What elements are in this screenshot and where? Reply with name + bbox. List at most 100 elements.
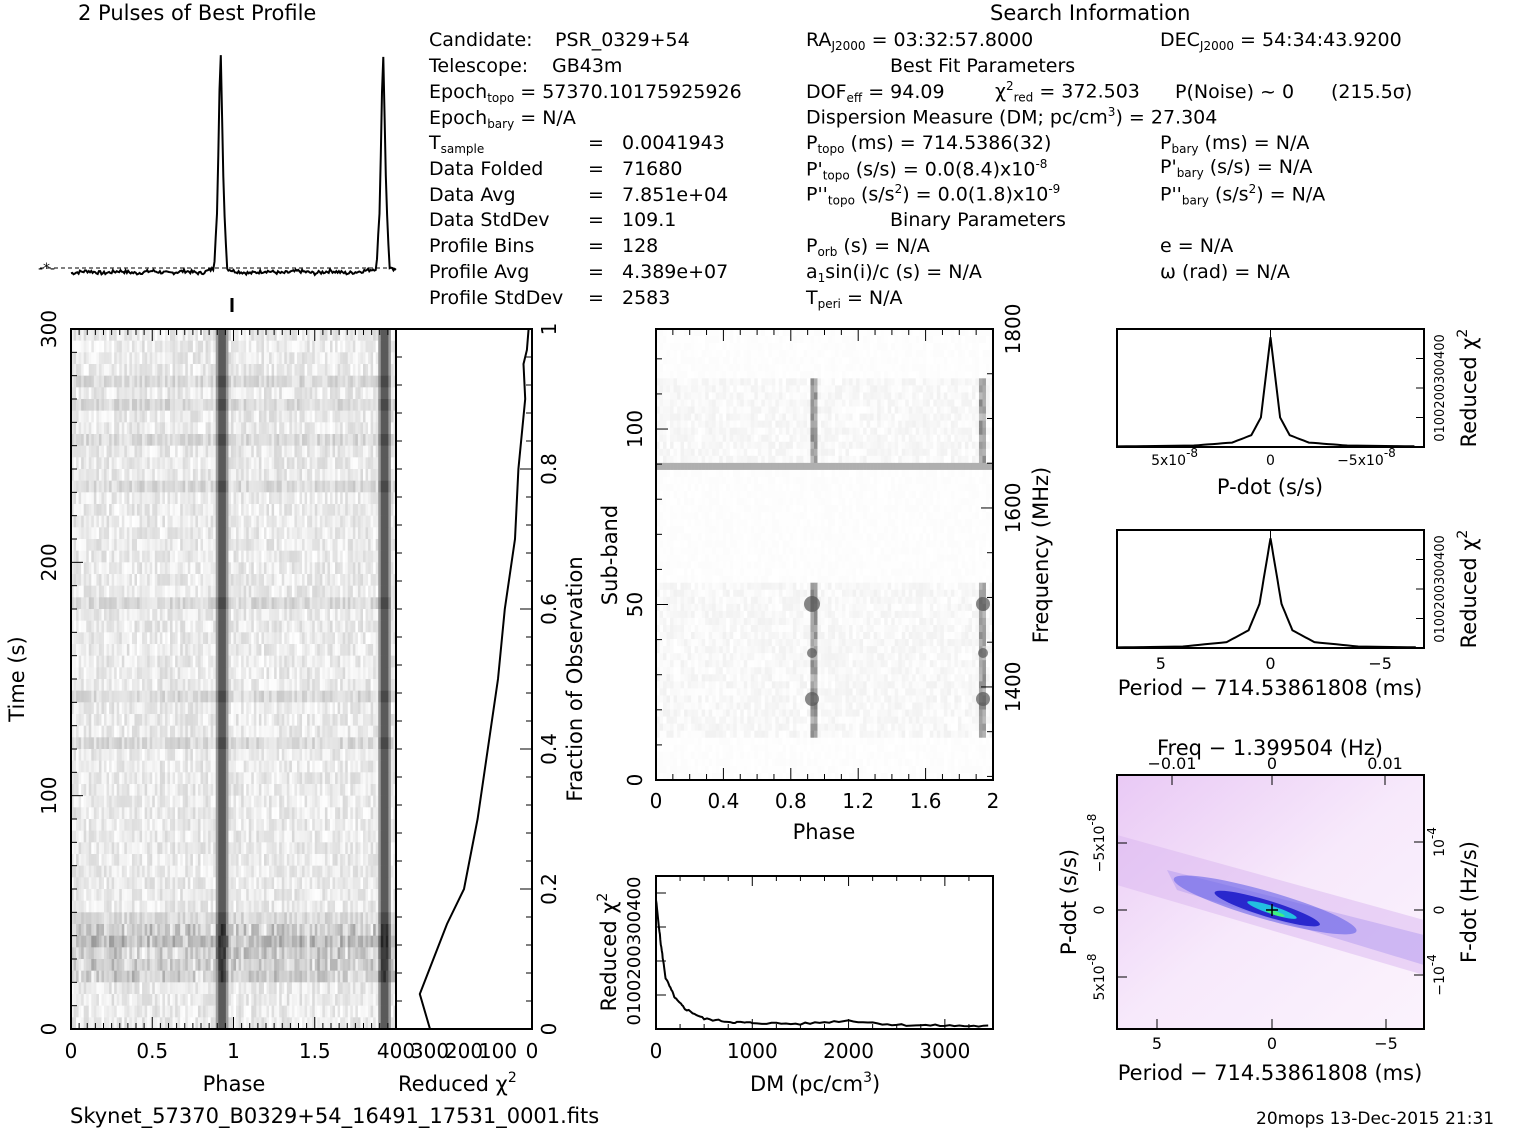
heat-cell [96,667,100,680]
heat-cell [342,655,346,668]
heat-cell [190,655,194,668]
heat-cell [261,445,265,458]
heat-cell [190,725,194,738]
heat-cell [175,667,178,680]
heat-cell [347,375,351,388]
heat-cell [236,422,239,435]
heat-cell [195,399,199,411]
heat-cell [340,492,343,505]
heat-cell [208,714,211,726]
heat-cell [352,597,356,610]
heat-cell [106,480,110,493]
heat-cell [368,609,371,621]
heat-cell [106,760,110,773]
heat-cell [71,597,74,610]
heat-cell [185,597,189,610]
heat-cell [190,527,194,540]
heat-cell [101,679,105,691]
heat-cell [159,469,163,481]
heat-cell [197,620,201,633]
heat-cell [205,655,209,668]
heat-cell [238,445,242,458]
heat-cell [86,399,90,411]
heat-cell [281,690,285,703]
heat-cell [101,772,105,785]
heat-cell [233,329,237,341]
heat-cell [276,375,280,388]
heat-cell [86,632,90,645]
heat-cell [109,492,112,505]
heat-cell [119,562,123,575]
heat-cell [225,329,229,341]
heat-cell [317,410,321,423]
heat-cell [154,574,158,586]
heat-cell [157,690,161,703]
heat-cell [98,422,102,435]
heat-cell [261,375,265,388]
heat-cell [296,469,300,481]
heat-cell [149,445,153,458]
heat-cell [236,539,239,551]
heat-cell [230,620,234,633]
heat-cell [345,714,349,726]
heat-cell [324,480,328,493]
heat-cell [352,574,356,586]
heat-cell [296,434,300,446]
heat-cell [83,445,87,458]
heat-cell [241,352,244,365]
heat-cell [137,387,140,400]
heat-cell [365,457,369,470]
heat-cell [157,504,161,516]
heat-cell [86,714,90,726]
heat-cell [302,655,305,668]
heat-cell [124,399,128,411]
heat-cell [137,644,140,656]
heat-cell [162,422,166,435]
heat-cell [291,760,295,773]
heat-cell [139,422,143,435]
heat-cell [190,609,194,621]
heat-cell [149,515,153,528]
heat-cell [230,492,234,505]
heat-cell [347,399,351,411]
heat-cell [203,364,206,376]
heat-cell [208,760,211,773]
heat-cell [383,527,387,540]
heat-cell [230,375,234,388]
heat-cell [152,562,156,575]
heat-cell [139,667,143,680]
heat-cell [327,702,331,715]
heat-cell [195,725,199,738]
heat-cell [324,527,328,540]
heat-cell [71,375,74,388]
heat-cell [154,457,158,470]
heat-cell [177,597,181,610]
heat-cell [347,690,351,703]
heat-cell [147,399,151,411]
heat-cell [205,504,209,516]
heat-cell [182,387,186,400]
heat-cell [182,329,186,341]
heat-cell [208,667,211,680]
heat-cell [121,352,125,365]
heat-cell [307,457,310,470]
heat-cell [380,399,384,411]
heat-cell [261,620,265,633]
heat-cell [225,760,229,773]
heat-cell [327,749,331,761]
heat-cell [373,375,376,388]
heat-cell [101,457,105,470]
heat-cell [159,434,163,446]
heat-cell [159,445,163,458]
heat-cell [154,469,158,481]
heat-cell [78,340,82,353]
heat-cell [332,749,336,761]
heat-cell [299,760,303,773]
heat-cell [317,445,321,458]
heat-cell [137,492,140,505]
heat-cell [302,644,305,656]
heat-cell [88,352,92,365]
heat-cell [197,597,201,610]
heat-cell [149,609,153,621]
heat-cell [236,387,239,400]
